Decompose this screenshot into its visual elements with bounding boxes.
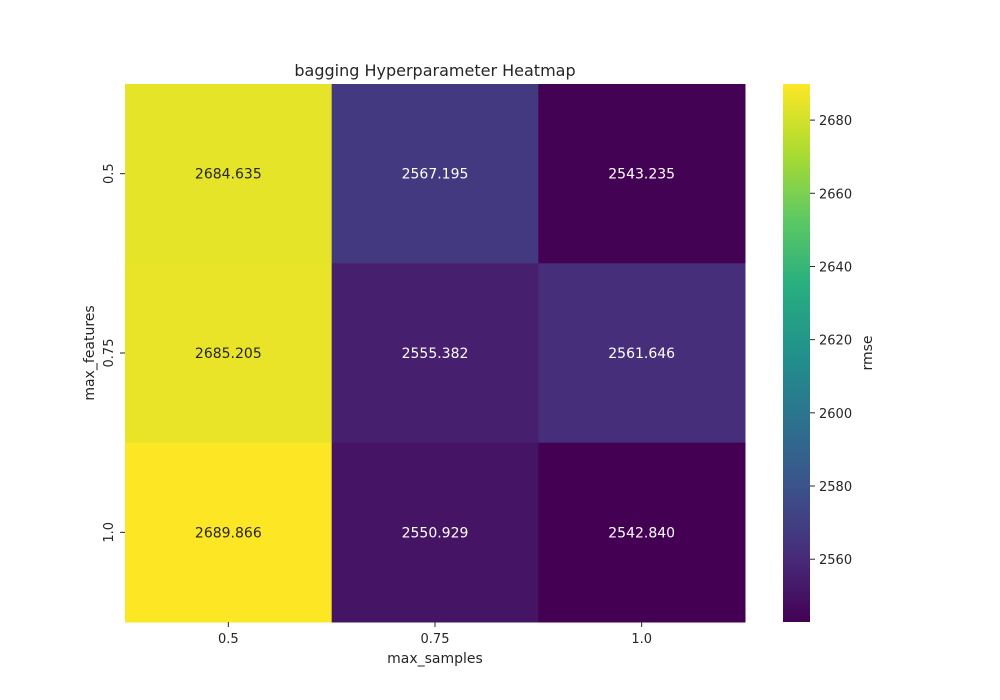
colorbar-tick-label: 2640 bbox=[819, 260, 852, 275]
y-axis-label: max_features bbox=[82, 305, 98, 400]
colorbar bbox=[783, 84, 810, 622]
heatmap-cell bbox=[125, 84, 333, 264]
heatmap-cell bbox=[125, 263, 333, 444]
y-tick-label: 1.0 bbox=[102, 522, 117, 543]
colorbar-tick-label: 2600 bbox=[819, 407, 852, 422]
cell-value-label: 2561.646 bbox=[608, 346, 675, 362]
y-tick-label: 0.75 bbox=[102, 339, 117, 368]
colorbar-tick-label: 2580 bbox=[819, 480, 852, 495]
heatmap-cell bbox=[331, 84, 539, 264]
y-axis: 0.5 0.75 1.0 bbox=[102, 163, 125, 543]
cell-value-label: 2555.382 bbox=[402, 346, 469, 362]
colorbar-ticks: 2560 2580 2600 2620 2640 2660 2680 bbox=[810, 114, 852, 568]
x-axis-label: max_samples bbox=[387, 651, 483, 667]
cell-value-label: 2689.866 bbox=[195, 525, 262, 541]
y-tick-label: 0.5 bbox=[102, 163, 117, 184]
heatmap-cell bbox=[331, 442, 539, 623]
x-tick-label: 0.75 bbox=[421, 632, 450, 647]
colorbar-tick-label: 2620 bbox=[819, 334, 852, 349]
heatmap-cells: 2684.635 2567.195 2543.235 2685.205 2555.382… bbox=[125, 84, 746, 623]
chart-title: bagging Hyperparameter Heatmap bbox=[294, 61, 575, 80]
colorbar-tick-label: 2660 bbox=[819, 187, 852, 202]
heatmap-cell bbox=[125, 442, 333, 623]
x-tick-label: 0.5 bbox=[218, 632, 239, 647]
cell-value-label: 2542.840 bbox=[608, 525, 675, 541]
cell-value-label: 2685.205 bbox=[195, 346, 262, 362]
x-tick-label: 1.0 bbox=[631, 632, 652, 647]
colorbar-label: rmse bbox=[860, 335, 876, 370]
heatmap-cell bbox=[538, 442, 746, 623]
heatmap-cell bbox=[331, 263, 539, 444]
heatmap-cell bbox=[538, 84, 746, 264]
cell-value-label: 2550.929 bbox=[402, 525, 469, 541]
cell-value-label: 2684.635 bbox=[195, 167, 262, 183]
x-axis: 0.5 0.75 1.0 bbox=[218, 622, 652, 647]
colorbar-tick-label: 2560 bbox=[819, 553, 852, 568]
colorbar-tick-label: 2680 bbox=[819, 114, 852, 129]
cell-value-label: 2543.235 bbox=[608, 167, 675, 183]
heatmap-cell bbox=[538, 263, 746, 444]
cell-value-label: 2567.195 bbox=[402, 167, 469, 183]
